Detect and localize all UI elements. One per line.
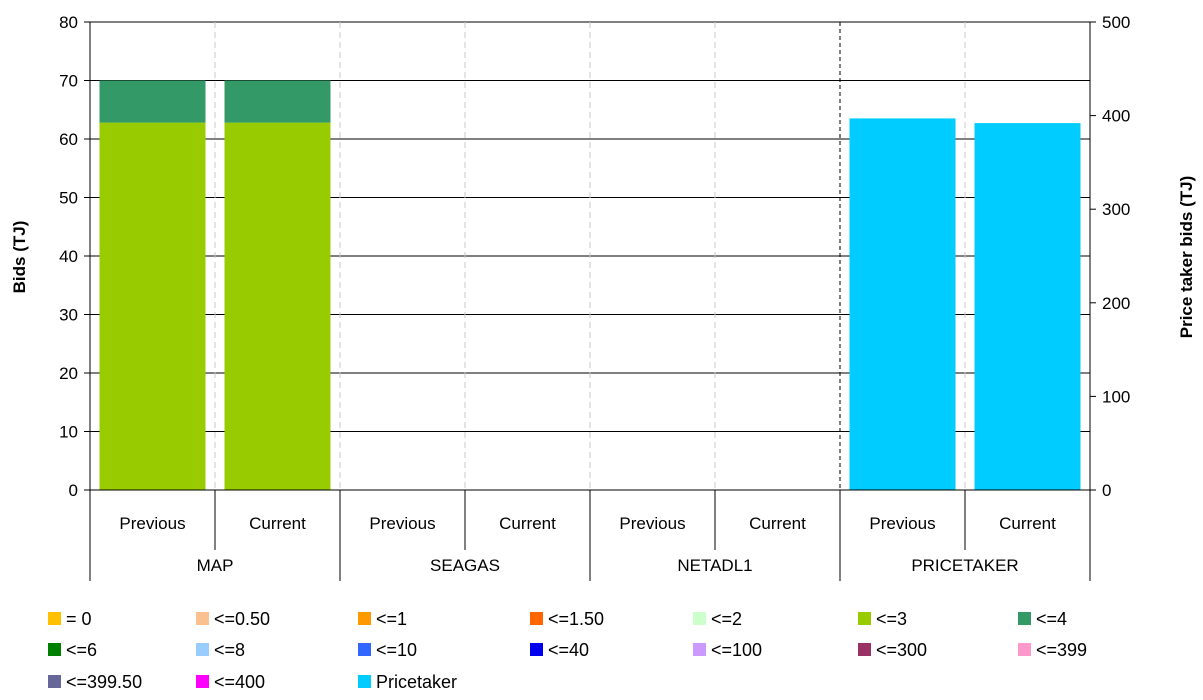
legend-label: <=8: [214, 640, 245, 660]
bar-category-label: Current: [249, 514, 306, 533]
group-category-label: SEAGAS: [430, 556, 500, 575]
legend-label: <=0.50: [214, 609, 270, 629]
left-tick-label: 60: [59, 130, 78, 149]
bars: [99, 80, 1081, 491]
legend-item: Pricetaker: [358, 672, 457, 692]
left-axis-ticks: 0 10 20 30 40 50 60 70 80: [59, 13, 90, 500]
legend-label: <=399: [1036, 640, 1087, 660]
legend-label: <=399.50: [66, 672, 142, 692]
legend-label: <=3: [876, 609, 907, 629]
legend-item: <=4: [1018, 609, 1067, 629]
legend-swatch: [693, 643, 706, 656]
group-category-label: NETADL1: [677, 556, 752, 575]
legend-item: <=399: [1018, 640, 1087, 660]
legend-swatch: [48, 612, 61, 625]
right-tick-label: 500: [1102, 13, 1130, 32]
right-tick-label: 0: [1102, 481, 1111, 500]
left-tick-label: 80: [59, 13, 78, 32]
legend-item: <=2: [693, 609, 742, 629]
bar-segment: [224, 122, 331, 491]
bar-segment: [849, 118, 956, 491]
right-tick-label: 100: [1102, 387, 1130, 406]
legend-item: <=100: [693, 640, 762, 660]
legend-label: <=1.50: [548, 609, 604, 629]
legend-swatch: [196, 612, 209, 625]
legend-swatch: [358, 612, 371, 625]
right-tick-label: 300: [1102, 200, 1130, 219]
legend-label: <=6: [66, 640, 97, 660]
legend-item: <=3: [858, 609, 907, 629]
legend-item: <=1: [358, 609, 407, 629]
legend-label: = 0: [66, 609, 92, 629]
legend-item: = 0: [48, 609, 92, 629]
legend-label: <=300: [876, 640, 927, 660]
legend-label: <=400: [214, 672, 265, 692]
legend-swatch: [1018, 643, 1031, 656]
legend-item: <=0.50: [196, 609, 270, 629]
legend: = 0 <=0.50 <=1 <=1.50 <=2 <=3 <=4 <=6 <=8 <=10 <=4…: [48, 609, 1087, 692]
bar-category-label: Previous: [619, 514, 685, 533]
left-tick-label: 0: [69, 481, 78, 500]
right-tick-label: 200: [1102, 294, 1130, 313]
bar-category-label: Previous: [369, 514, 435, 533]
legend-item: <=400: [196, 672, 265, 692]
legend-swatch: [530, 643, 543, 656]
legend-label: <=40: [548, 640, 589, 660]
legend-item: <=40: [530, 640, 589, 660]
left-tick-label: 40: [59, 247, 78, 266]
bar-segment: [974, 123, 1081, 490]
bar-category-label: Current: [749, 514, 806, 533]
legend-swatch: [196, 675, 209, 688]
legend-swatch: [358, 643, 371, 656]
legend-swatch: [48, 643, 61, 656]
legend-swatch: [1018, 612, 1031, 625]
category-axis: Previous Current MAP Previous Current SEAGAS P…: [89, 490, 1091, 581]
legend-label: <=100: [711, 640, 762, 660]
legend-swatch: [48, 675, 61, 688]
legend-swatch: [858, 612, 871, 625]
bar-category-label: Previous: [119, 514, 185, 533]
group-category-label: PRICETAKER: [911, 556, 1018, 575]
legend-label: <=10: [376, 640, 417, 660]
bar-category-label: Current: [999, 514, 1056, 533]
left-tick-label: 50: [59, 189, 78, 208]
legend-swatch: [358, 675, 371, 688]
right-tick-label: 400: [1102, 107, 1130, 126]
legend-swatch: [196, 643, 209, 656]
legend-item: <=6: [48, 640, 97, 660]
legend-swatch: [693, 612, 706, 625]
legend-label: <=1: [376, 609, 407, 629]
legend-item: <=399.50: [48, 672, 142, 692]
bar-category-label: Previous: [869, 514, 935, 533]
right-axis-ticks: 0 100 200 300 400 500: [1090, 13, 1130, 500]
legend-label: <=2: [711, 609, 742, 629]
legend-label: Pricetaker: [376, 672, 457, 692]
bar-segment: [99, 122, 206, 491]
left-tick-label: 20: [59, 364, 78, 383]
left-tick-label: 10: [59, 423, 78, 442]
left-tick-label: 30: [59, 306, 78, 325]
legend-label: <=4: [1036, 609, 1067, 629]
bar-segment: [99, 80, 206, 123]
legend-swatch: [858, 643, 871, 656]
legend-item: <=1.50: [530, 609, 604, 629]
legend-item: <=300: [858, 640, 927, 660]
legend-swatch: [530, 612, 543, 625]
legend-item: <=8: [196, 640, 245, 660]
right-axis-title: Price taker bids (TJ): [1177, 176, 1196, 339]
legend-item: <=10: [358, 640, 417, 660]
group-category-label: MAP: [197, 556, 234, 575]
left-tick-label: 70: [59, 72, 78, 91]
left-axis-title: Bids (TJ): [10, 221, 29, 294]
bar-segment: [224, 80, 331, 123]
bar-category-label: Current: [499, 514, 556, 533]
